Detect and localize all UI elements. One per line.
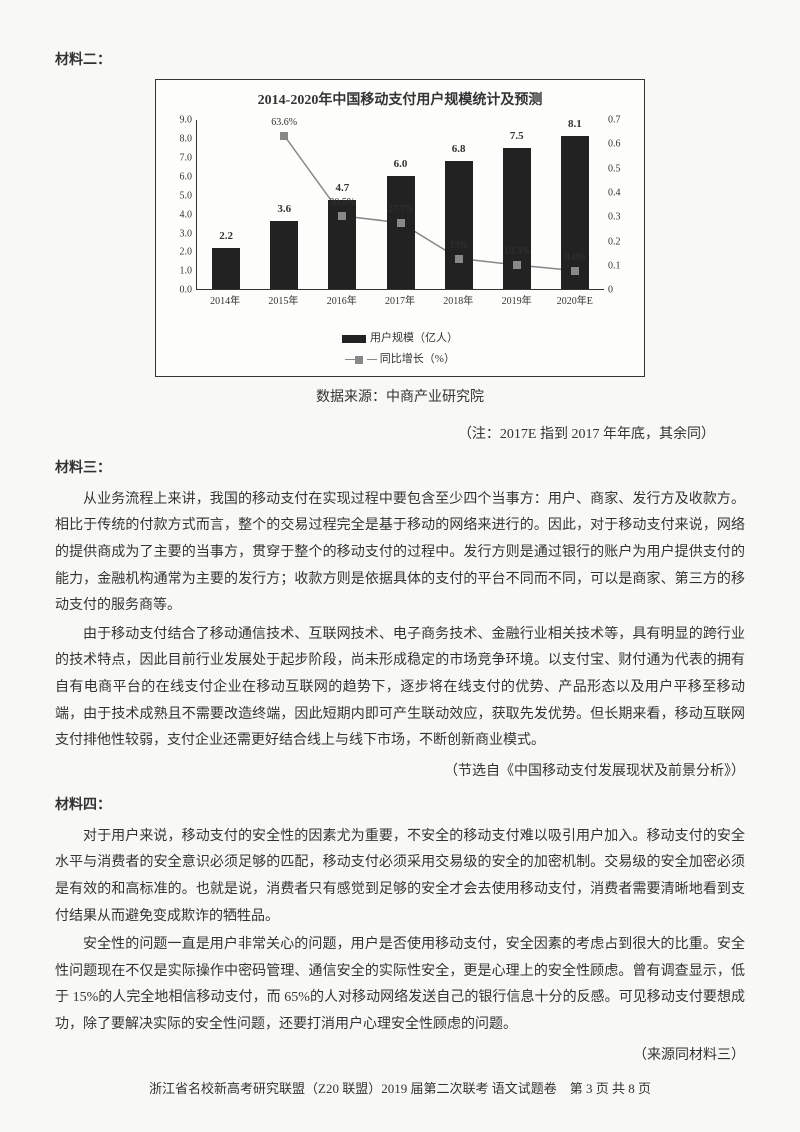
material2-title: 材料二： <box>55 48 745 75</box>
bar-label: 7.5 <box>510 126 524 147</box>
bar <box>387 176 415 289</box>
material4-cite: （来源同材料三） <box>55 1043 745 1070</box>
chart-title: 2014-2020年中国移动支付用户规模统计及预测 <box>168 88 632 115</box>
line-label: 27.7% <box>388 200 414 219</box>
x-label: 2017年 <box>385 292 415 311</box>
bar <box>270 221 298 289</box>
material3-p2: 由于移动支付结合了移动通信技术、互联网技术、电子商务技术、金融行业相关技术等，具… <box>55 622 745 755</box>
bar-label: 2.2 <box>219 226 233 247</box>
bar-label: 6.8 <box>452 139 466 160</box>
legend-line-right <box>367 359 377 360</box>
y-axis-left: 9.08.07.06.05.04.03.02.01.00.0 <box>168 120 194 290</box>
material3-cite: （节选自《中国移动支付发展现状及前景分析》） <box>55 759 745 786</box>
page-footer: 浙江省名校新高考研究联盟（Z20 联盟）2019 届第二次联考 语文试题卷 第 … <box>0 1077 800 1102</box>
x-axis-labels: 2014年 2015年 2016年 2017年 2018年 2019年 2020年E <box>196 292 604 308</box>
bar-label: 6.0 <box>394 154 408 175</box>
x-label: 2018年 <box>443 292 473 311</box>
plot-region: 2.23.663.6%4.730.5%6.027.7%6.813%7.510.3… <box>196 120 604 290</box>
bar <box>445 161 473 289</box>
legend-bar-swatch <box>342 335 366 343</box>
chart-legend: 用户规模（亿人） 同比增长（%） <box>168 328 632 370</box>
x-label: 2019年 <box>502 292 532 311</box>
material4-p1: 对于用户来说，移动支付的安全性的因素尤为重要，不安全的移动支付难以吸引用户加入。… <box>55 824 745 930</box>
material3-title: 材料三： <box>55 456 745 483</box>
material3-p1: 从业务流程上来讲，我国的移动支付在实现过程中要包含至少四个当事方：用户、商家、发… <box>55 487 745 620</box>
material4-title: 材料四： <box>55 793 745 820</box>
line-label: 13% <box>449 236 467 255</box>
line-point <box>513 261 521 269</box>
legend-line-left <box>345 359 355 360</box>
legend-line-swatch <box>355 356 363 364</box>
y-axis-right: 0.70.60.50.40.30.20.10 <box>606 120 632 290</box>
line-label: 63.6% <box>271 113 297 132</box>
chart-source: 数据来源：中商产业研究院 <box>55 385 745 412</box>
x-label: 2016年 <box>327 292 357 311</box>
line-point <box>571 267 579 275</box>
bar-label: 3.6 <box>277 199 291 220</box>
chart-note: （注：2017E 指到 2017 年年底，其余同） <box>55 422 745 449</box>
x-label: 2014年 <box>210 292 240 311</box>
line-point <box>455 255 463 263</box>
line-label: 30.5% <box>329 193 355 212</box>
chart-area: 9.08.07.06.05.04.03.02.01.00.0 0.70.60.5… <box>196 120 604 310</box>
x-label: 2020年E <box>557 292 593 311</box>
x-label: 2015年 <box>268 292 298 311</box>
material4-p2: 安全性的问题一直是用户非常关心的问题，用户是否使用移动支付，安全因素的考虑占到很… <box>55 932 745 1038</box>
chart-container: 2014-2020年中国移动支付用户规模统计及预测 9.08.07.06.05.… <box>155 79 645 377</box>
legend-bar-label: 用户规模（亿人） <box>370 332 458 344</box>
line-point <box>338 212 346 220</box>
bar <box>212 248 240 290</box>
line-label: 10.3% <box>504 242 530 261</box>
bar-label: 8.1 <box>568 114 582 135</box>
legend-line-label: 同比增长（%） <box>380 353 455 365</box>
line-point <box>397 219 405 227</box>
line-point <box>280 132 288 140</box>
line-label: 8.0% <box>565 248 586 267</box>
